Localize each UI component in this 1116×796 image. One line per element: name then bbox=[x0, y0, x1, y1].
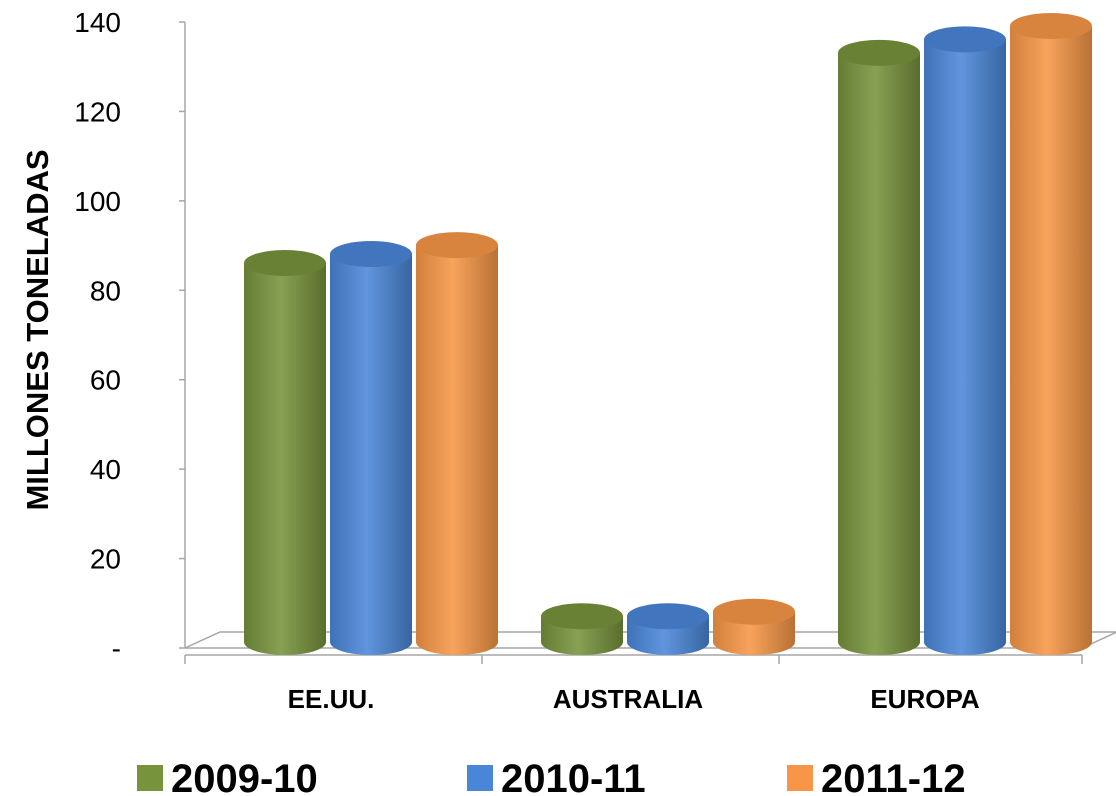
bar-2011-12-EUROPA bbox=[1010, 13, 1092, 655]
legend-item-2010-11: 2010-11 bbox=[467, 757, 646, 796]
legend-item-2011-12: 2011-12 bbox=[787, 757, 966, 796]
bar-2010-11-AUSTRALIA bbox=[627, 603, 709, 655]
bar-2010-11-EUROPA bbox=[924, 26, 1006, 655]
legend-swatch bbox=[137, 765, 163, 791]
y-axis-label: MILLONES TONELADAS bbox=[20, 149, 55, 510]
y-tick-label: 100 bbox=[74, 186, 121, 217]
y-tick-label: 60 bbox=[90, 365, 121, 396]
bar-2011-12-AUSTRALIA bbox=[713, 598, 795, 655]
y-tick-label: 120 bbox=[74, 96, 121, 127]
y-tick-label: - bbox=[112, 633, 121, 664]
legend-swatch bbox=[787, 765, 813, 791]
bar-2010-11-EE.UU. bbox=[330, 241, 412, 656]
legend-label: 2009-10 bbox=[171, 757, 318, 796]
y-tick-label: 20 bbox=[90, 544, 121, 575]
x-tick-label: EUROPA bbox=[870, 684, 980, 714]
legend: 2009-10 2010-11 2011-12 bbox=[137, 757, 966, 796]
y-tick-label: 140 bbox=[74, 7, 121, 38]
y-tick-label: 40 bbox=[90, 454, 121, 485]
bar-2011-12-EE.UU. bbox=[416, 232, 498, 655]
legend-label: 2010-11 bbox=[501, 757, 646, 796]
legend-label: 2011-12 bbox=[821, 757, 966, 796]
legend-item-2009-10: 2009-10 bbox=[137, 757, 318, 796]
legend-swatch bbox=[467, 765, 493, 791]
x-axis-labels: EE.UU. AUSTRALIA EUROPA bbox=[288, 684, 980, 714]
bar-2009-10-AUSTRALIA bbox=[541, 603, 623, 655]
bar-2009-10-EUROPA bbox=[838, 39, 920, 656]
x-tick-label: EE.UU. bbox=[288, 684, 375, 714]
chart-bars bbox=[244, 13, 1092, 656]
y-tick-label: 80 bbox=[90, 275, 121, 306]
x-tick-label: AUSTRALIA bbox=[553, 684, 703, 714]
bar-2009-10-EE.UU. bbox=[244, 249, 326, 655]
